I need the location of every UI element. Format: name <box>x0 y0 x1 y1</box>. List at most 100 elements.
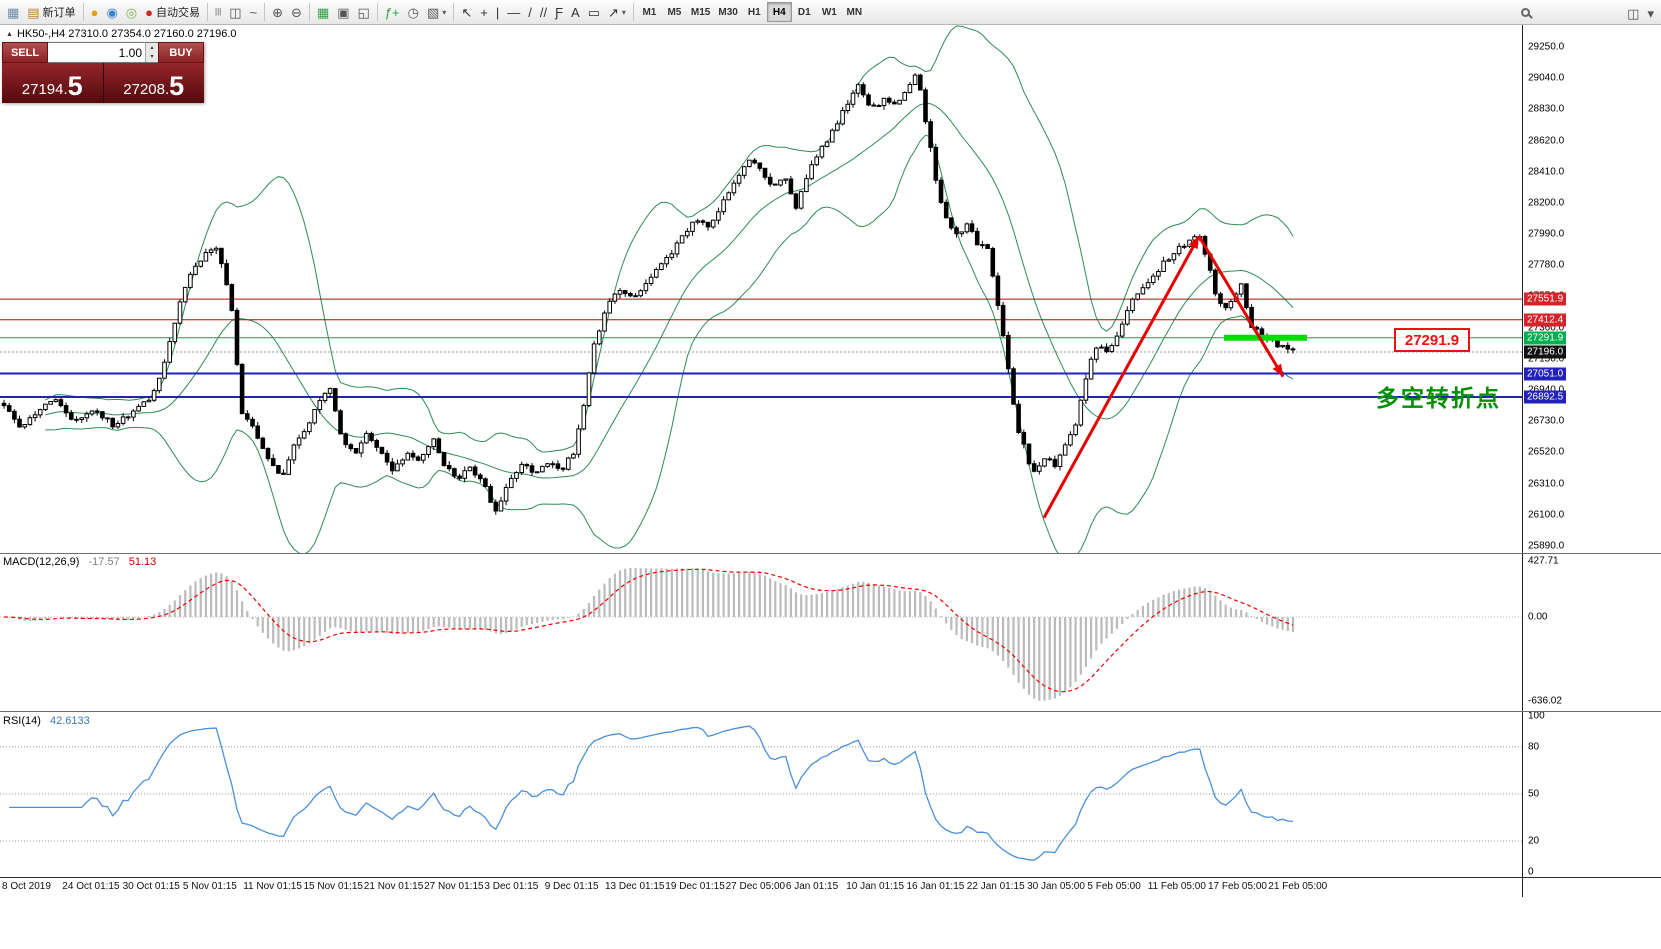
arrows-tool-button[interactable]: ↗ ▾ <box>604 1 630 23</box>
panel-separator[interactable] <box>0 711 1661 712</box>
chart-window-button[interactable]: ▦ <box>3 1 23 23</box>
timeframe-h1-button[interactable]: H1 <box>742 2 767 22</box>
line-chart-button[interactable]: ~ <box>246 1 262 23</box>
buy-price-main: 27208. <box>123 80 170 98</box>
arrange-windows-button[interactable]: ▣ <box>333 1 353 23</box>
sell-price-pips: 5 <box>67 71 83 102</box>
panel-separator[interactable] <box>0 553 1661 554</box>
macd-main-value: -17.57 <box>88 556 120 568</box>
rsi-axis-label: 50 <box>1528 788 1540 800</box>
toolbar-separator <box>82 3 84 21</box>
timeframe-m1-button[interactable]: M1 <box>637 2 662 22</box>
horizontal-line-button[interactable]: — <box>503 1 524 23</box>
timeframe-m15-button[interactable]: M15 <box>687 2 714 22</box>
zoom-out-icon: ⊖ <box>291 4 302 20</box>
crosshair-button[interactable]: + <box>476 1 492 23</box>
candlestick-chart-button[interactable]: ◫ <box>225 1 245 23</box>
rsi-value: 42.6133 <box>49 715 90 727</box>
cascade-windows-button[interactable]: ◱ <box>354 1 374 23</box>
macd-panel-canvas[interactable] <box>0 554 1522 711</box>
fibonacci-button[interactable]: Ƒ <box>551 1 567 23</box>
text-label-button[interactable]: ▭ <box>584 1 604 23</box>
price-axis[interactable]: 29250.0 29040.0 28830.0 28620.0 28410.0 28200… <box>1522 25 1661 897</box>
volume-decrease-button[interactable]: ▾ <box>146 52 158 62</box>
text-button[interactable]: A <box>567 1 584 23</box>
price-tick-label: 29040.0 <box>1528 72 1565 84</box>
rsi-panel-canvas[interactable] <box>0 712 1522 877</box>
timeframe-mn-button[interactable]: MN <box>842 2 867 22</box>
macd-indicator-label: MACD(12,26,9) -17.57 51.13 <box>3 556 156 568</box>
macd-axis-label: 0.00 <box>1528 611 1548 623</box>
toolbar-options-button[interactable]: ▾ <box>1643 2 1658 24</box>
new-order-button[interactable]: ▤ 新订单 <box>23 1 79 23</box>
macd-axis-label: 427.71 <box>1528 555 1559 567</box>
time-axis-label: 10 Jan 01:15 <box>846 881 905 892</box>
trendline-button[interactable]: / <box>524 1 536 23</box>
templates-icon: ▧ <box>427 4 440 20</box>
panels-button[interactable]: ◫ <box>1623 2 1643 24</box>
timeframe-m5-button[interactable]: M5 <box>662 2 687 22</box>
market-button[interactable]: ● <box>87 1 103 23</box>
chevron-down-icon: ▾ <box>1647 5 1654 21</box>
zoom-in-button[interactable]: ⊕ <box>268 1 287 23</box>
crosshair-icon: + <box>480 4 488 20</box>
volume-field: 1.00 ▴ ▾ <box>48 42 158 63</box>
toolbar-separator <box>207 3 208 21</box>
channel-icon: // <box>539 4 548 20</box>
sell-price-display[interactable]: 27194. 5 <box>2 63 104 103</box>
turning-point-label[interactable]: 多空转折点 <box>1376 385 1501 411</box>
tile-windows-button[interactable]: ▦ <box>313 1 333 23</box>
bar-chart-button[interactable]: ||| <box>211 1 225 23</box>
time-axis-label: 30 Jan 05:00 <box>1027 881 1085 892</box>
panels-icon: ◫ <box>1627 5 1640 21</box>
auto-trading-button[interactable]: ● 自动交易 <box>141 1 204 23</box>
bar-chart-icon: ||| <box>215 7 222 16</box>
zoom-in-icon: ⊕ <box>272 4 284 20</box>
cascade-windows-icon: ◱ <box>357 4 370 20</box>
volume-input[interactable]: 1.00 <box>118 45 142 60</box>
toolbar-corner: ◫ ▾ <box>1623 2 1658 24</box>
indicators-button[interactable]: ƒ+ <box>381 1 404 23</box>
time-axis-label: 30 Oct 01:15 <box>122 881 180 892</box>
timeframe-d1-button[interactable]: D1 <box>792 2 817 22</box>
toolbar-separator <box>453 3 455 21</box>
signals-icon: ◉ <box>106 4 118 20</box>
price-tick-label: 26100.0 <box>1528 509 1565 521</box>
time-axis[interactable]: 8 Oct 2019 24 Oct 01:15 30 Oct 01:15 5 Nov … <box>0 878 1661 898</box>
cursor-button[interactable]: ↖ <box>457 1 476 23</box>
horizontal-level-lines[interactable] <box>0 298 1522 398</box>
time-axis-label: 27 Dec 05:00 <box>725 881 786 892</box>
sell-button[interactable]: SELL <box>2 42 48 63</box>
buy-price-display[interactable]: 27208. 5 <box>103 63 204 103</box>
arrange-windows-icon: ▣ <box>337 4 350 20</box>
chart-window-icon: ▦ <box>7 4 20 20</box>
period-cycles-button[interactable]: ◷ <box>404 1 423 23</box>
vertical-line-button[interactable]: | <box>492 1 503 23</box>
signals-button[interactable]: ◉ <box>102 1 121 23</box>
buy-button[interactable]: BUY <box>158 42 204 63</box>
volume-increase-button[interactable]: ▴ <box>146 43 158 53</box>
rsi-axis-label: 80 <box>1528 741 1540 753</box>
timeframe-h4-button[interactable]: H4 <box>766 2 792 22</box>
timeframe-w1-button[interactable]: W1 <box>817 2 842 22</box>
time-axis-label: 13 Dec 01:15 <box>605 881 665 892</box>
zoom-out-button[interactable]: ⊖ <box>287 1 306 23</box>
text-icon: A <box>571 4 580 20</box>
macd-signal-line <box>3 568 1294 693</box>
templates-button[interactable]: ▧ ▾ <box>423 1 450 23</box>
price-chart-canvas[interactable] <box>0 25 1522 553</box>
price-tick-label: 28410.0 <box>1528 166 1565 178</box>
trend-arrows[interactable] <box>1042 235 1285 519</box>
ohlc-text: HK50-,H4 27310.0 27354.0 27160.0 27196.0 <box>16 28 237 40</box>
channel-button[interactable]: // <box>536 1 551 23</box>
search-button[interactable] <box>1512 2 1538 23</box>
one-click-trading-panel: SELL 1.00 ▴ ▾ BUY 27194. 5 27208. 5 <box>2 42 204 103</box>
auto-trading-button-label: 自动交易 <box>156 7 200 19</box>
price-annotation-box[interactable]: 27291.9 <box>1394 328 1470 352</box>
rsi-axis-label: 20 <box>1528 835 1540 847</box>
time-axis-label: 11 Nov 01:15 <box>243 881 302 892</box>
price-tick-label: 27360.0 <box>1528 322 1565 334</box>
timeframe-m30-button[interactable]: M30 <box>714 2 741 22</box>
bollinger-lower-band <box>45 134 1294 553</box>
vps-button[interactable]: ◎ <box>122 1 141 23</box>
